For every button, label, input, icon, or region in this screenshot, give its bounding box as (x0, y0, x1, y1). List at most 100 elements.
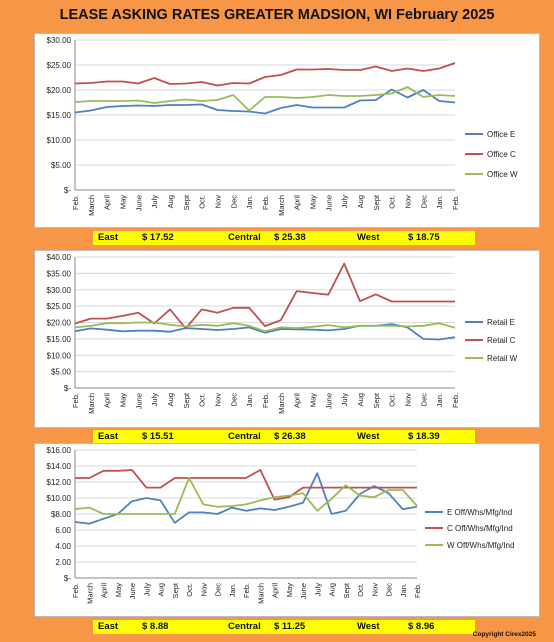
east-value: $ 17.52 (142, 232, 174, 243)
x-tick-label: Feb. (71, 583, 80, 598)
x-tick-label: Aug (166, 393, 175, 406)
x-tick-label: Jan. (399, 583, 408, 597)
y-tick-label: $10.00 (47, 136, 72, 145)
y-tick-label: $40.00 (47, 253, 72, 262)
x-tick-label: March (85, 583, 94, 604)
central-label: Central (228, 431, 261, 442)
x-tick-label: Sept (182, 392, 191, 408)
industrial-summary-bar: East $ 8.88 Central $ 11.25 West $ 8.96 (93, 620, 475, 634)
y-tick-label: $25.00 (47, 302, 72, 311)
x-tick-label: April (271, 583, 280, 598)
y-tick-label: 6.00 (55, 526, 71, 535)
y-tick-label: $5.00 (51, 161, 72, 170)
x-tick-label: Feb. (71, 195, 80, 210)
x-tick-label: April (103, 195, 112, 210)
east-label: East (98, 431, 119, 442)
x-tick-label: July (150, 393, 159, 407)
y-tick-label: $35.00 (47, 269, 72, 278)
central-value: $ 11.25 (274, 621, 306, 632)
x-tick-label: Sept (182, 194, 191, 210)
x-tick-label: Aug (157, 583, 166, 596)
series-line-west (74, 86, 456, 112)
x-tick-label: Nov (404, 195, 413, 209)
y-tick-label: $20.00 (47, 86, 72, 95)
y-tick-label: $16.00 (47, 446, 72, 455)
legend-label: Retail E (487, 318, 515, 327)
y-tick-label: $10.00 (47, 494, 72, 503)
series-line-east (74, 472, 418, 525)
retail-chart: $- $5.00 $10.00 $15.00 $20.00 $25.00 $30.00 $35… (47, 253, 518, 414)
x-tick-label: June (134, 195, 143, 211)
x-tick-label: June (299, 583, 308, 599)
industrial-chart-panel: $- 2.00 4.00 6.00 $8.00 $10.00 $12.00 $14.00 $16… (34, 443, 540, 617)
x-tick-label: Feb. (413, 583, 422, 598)
x-tick-label: April (103, 393, 112, 408)
x-tick-label: Jan. (245, 195, 254, 209)
y-tick-label: $20.00 (47, 319, 72, 328)
x-tick-label: Feb. (261, 393, 270, 408)
central-value: $ 26.38 (274, 431, 306, 442)
y-tick-label: 2.00 (55, 558, 71, 567)
series-line-central (74, 62, 456, 87)
x-tick-label: Nov (214, 393, 223, 407)
x-tick-label: Jan. (435, 195, 444, 209)
x-tick-label: Nov (199, 583, 208, 597)
x-tick-label: Nov (214, 195, 223, 209)
legend-label: Retail W (487, 354, 518, 363)
x-tick-label: Aug (166, 195, 175, 208)
x-tick-label: May (285, 583, 294, 597)
y-tick-label: $8.00 (51, 510, 72, 519)
x-tick-label: May (309, 195, 318, 209)
west-label: West (357, 431, 380, 442)
west-value: $ 18.39 (408, 431, 440, 442)
legend-label: E Off/Whs/Mfg/Ind (447, 508, 512, 517)
x-tick-label: June (324, 195, 333, 211)
x-tick-label: July (340, 195, 349, 209)
x-tick-label: July (313, 583, 322, 597)
y-tick-label: $30.00 (47, 286, 72, 295)
x-tick-label: Feb. (242, 583, 251, 598)
west-value: $ 8.96 (408, 621, 435, 632)
y-tick-label: $10.00 (47, 351, 72, 360)
copyright-notice: Copyright Cirex2025 (472, 631, 536, 638)
x-tick-label: Dec (419, 393, 428, 407)
x-tick-label: Sept (372, 194, 381, 210)
central-label: Central (228, 621, 261, 632)
series-line-east (74, 323, 456, 341)
y-tick-label: $15.00 (47, 335, 72, 344)
x-tick-label: Feb. (451, 195, 460, 210)
x-tick-label: Oct. (388, 393, 397, 407)
x-tick-label: March (256, 583, 265, 604)
legend-label: C Off/Whs/Mfg/Ind (447, 524, 513, 533)
x-tick-label: Feb. (261, 195, 270, 210)
west-label: West (357, 621, 380, 632)
x-tick-label: Sept (342, 582, 351, 598)
x-tick-label: Dec (419, 195, 428, 209)
x-tick-label: June (128, 583, 137, 599)
x-tick-label: Oct. (356, 583, 365, 597)
central-label: Central (228, 232, 261, 243)
x-tick-label: June (324, 393, 333, 409)
office-chart: $- $5.00 $10.00 $15.00 $20.00 $25.00 $30.00 Feb… (47, 36, 518, 216)
x-tick-label: Jan. (245, 393, 254, 407)
x-tick-label: Nov (404, 393, 413, 407)
y-tick-label: $12.00 (47, 478, 72, 487)
office-summary-bar: East $ 17.52 Central $ 25.38 West $ 18.7… (93, 231, 475, 245)
x-tick-label: May (119, 195, 128, 209)
x-tick-label: April (293, 393, 302, 408)
x-tick-label: April (100, 583, 109, 598)
x-tick-label: Sept (372, 392, 381, 408)
central-value: $ 25.38 (274, 232, 306, 243)
series-line-central (74, 262, 455, 330)
y-tick-label: 4.00 (55, 542, 71, 551)
x-tick-label: Oct. (198, 195, 207, 209)
page-title: LEASE ASKING RATES GREATER MADSION, WI F… (59, 7, 495, 23)
y-tick-label: $14.00 (47, 462, 72, 471)
x-tick-label: July (142, 583, 151, 597)
east-label: East (98, 232, 119, 243)
y-tick-label: $15.00 (47, 111, 72, 120)
x-tick-label: July (340, 393, 349, 407)
x-tick-label: Aug (328, 583, 337, 596)
legend-label: Office C (487, 150, 516, 159)
retail-chart-panel: $- $5.00 $10.00 $15.00 $20.00 $25.00 $30.00 $35… (34, 250, 540, 428)
